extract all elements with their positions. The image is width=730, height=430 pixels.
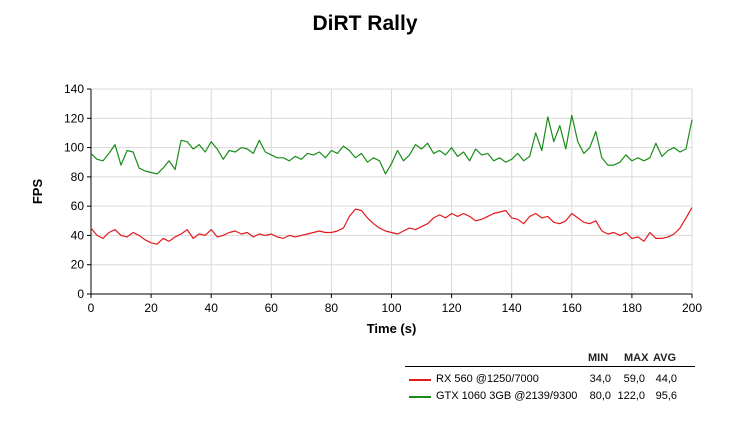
x-tick-label: 180 — [622, 301, 642, 315]
legend-min-header: MIN — [588, 352, 609, 364]
legend-series-name: RX 560 @1250/7000 — [436, 373, 539, 385]
legend-max-header: MAX — [624, 352, 649, 364]
y-axis-label: FPS — [30, 179, 45, 205]
legend-series-name: GTX 1060 3GB @2139/9300 — [436, 390, 578, 402]
x-tick-label: 0 — [88, 301, 95, 315]
legend-swatch-gtx1060 — [409, 396, 431, 398]
legend-avg-value: 95,6 — [655, 390, 677, 402]
chart-title: DiRT Rally — [312, 12, 418, 35]
x-tick-label: 20 — [144, 301, 158, 315]
y-tick-label: 40 — [71, 228, 85, 242]
series-line-gtx1060 — [90, 114, 693, 175]
legend-max-value: 59,0 — [623, 373, 645, 385]
series-line-rx560 — [90, 207, 693, 245]
legend-min-value: 80,0 — [589, 390, 611, 402]
x-tick-label: 200 — [682, 301, 702, 315]
legend-header: MIN MAX AVG — [405, 350, 695, 367]
x-tick-label: 160 — [562, 301, 582, 315]
x-tick-label: 60 — [265, 301, 279, 315]
y-tick-label: 140 — [64, 82, 84, 96]
y-tick-label: 100 — [64, 141, 84, 155]
legend-row-gtx1060: GTX 1060 3GB @2139/9300 80,0 122,0 95,6 — [405, 388, 695, 405]
legend-row-rx560: RX 560 @1250/7000 34,0 59,0 44,0 — [405, 371, 695, 388]
x-tick-label: 100 — [381, 301, 401, 315]
x-axis-label: Time (s) — [367, 321, 417, 336]
y-tick-label: 20 — [71, 258, 85, 272]
x-tick-label: 120 — [442, 301, 462, 315]
y-tick-label: 60 — [71, 199, 85, 213]
y-tick-label: 0 — [77, 287, 84, 301]
x-tick-label: 80 — [325, 301, 339, 315]
y-tick-label: 120 — [64, 111, 84, 125]
legend-avg-value: 44,0 — [655, 373, 677, 385]
legend-min-value: 34,0 — [589, 373, 611, 385]
legend-swatch-rx560 — [409, 379, 431, 381]
x-tick-label: 40 — [205, 301, 219, 315]
legend-max-value: 122,0 — [617, 390, 645, 402]
legend-avg-header: AVG — [653, 352, 677, 364]
legend: MIN MAX AVG RX 560 @1250/7000 34,0 59,0 … — [405, 350, 695, 405]
y-tick-label: 80 — [71, 170, 85, 184]
x-tick-label: 140 — [502, 301, 522, 315]
